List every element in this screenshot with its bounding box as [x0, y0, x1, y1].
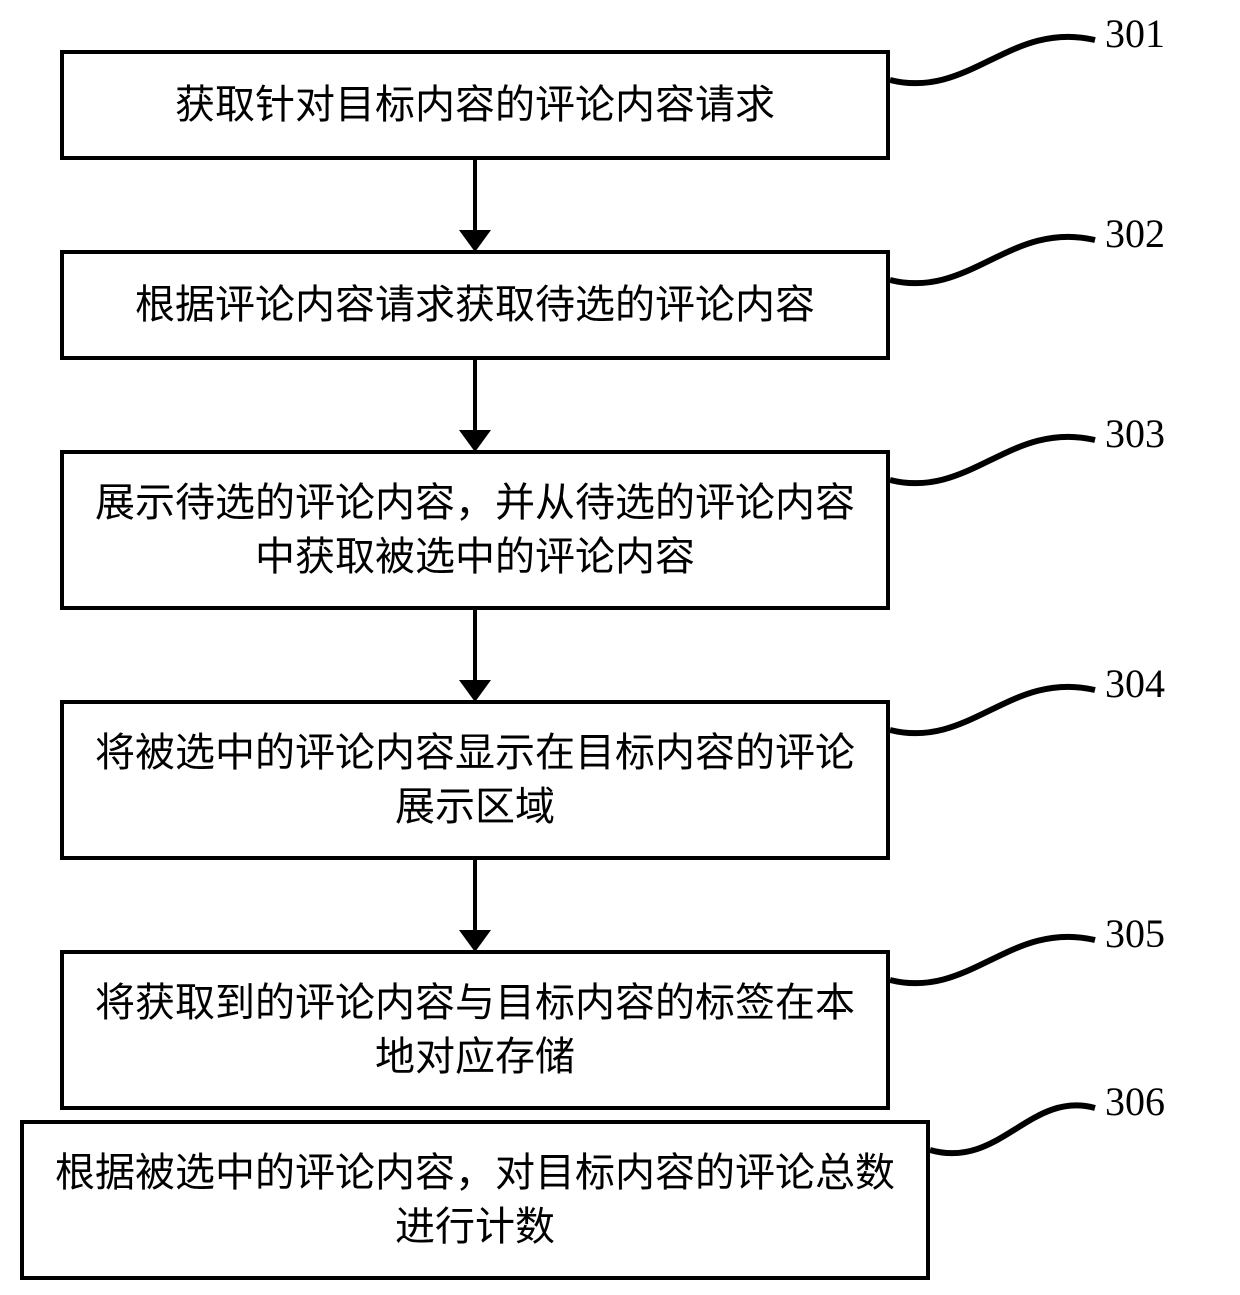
- connector-306-icon: [0, 0, 1240, 1295]
- flowchart-canvas: 获取针对目标内容的评论内容请求 根据评论内容请求获取待选的评论内容 展示待选的评…: [0, 0, 1240, 1295]
